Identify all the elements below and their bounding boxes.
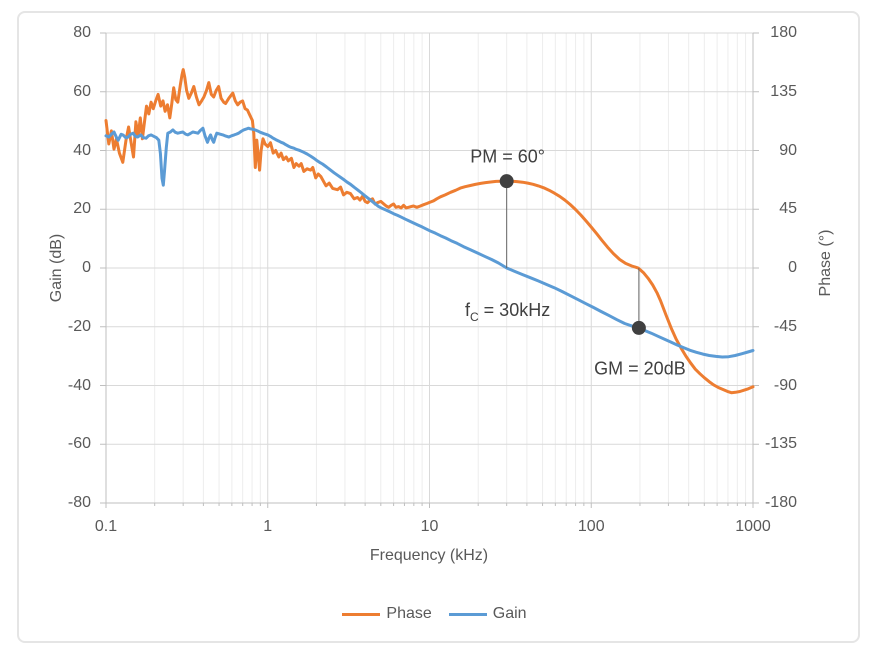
legend-label-phase: Phase	[386, 605, 432, 622]
legend-label-gain: Gain	[492, 605, 527, 622]
phase-margin-point	[499, 174, 514, 189]
gain-curve	[104, 126, 755, 359]
phase-margin-annotation: PM = 60°	[470, 146, 545, 167]
gain-margin-annotation: GM = 20dB	[594, 358, 686, 379]
crossover-frequency-annotation: fC = 30kHz	[465, 300, 550, 324]
fc-annotation-subscript: C	[469, 309, 479, 324]
legend-item-gain: Gain	[448, 605, 527, 623]
gain-margin-point	[631, 320, 646, 335]
phase-curve	[104, 68, 755, 395]
gain-axis-title: Gain (dB)	[48, 233, 65, 303]
legend-item-phase: Phase	[342, 605, 432, 623]
fc-annotation-value: = 30kHz	[478, 300, 551, 321]
gain-line-swatch	[448, 612, 487, 616]
legend: Phase Gain	[0, 605, 869, 623]
phase-axis-title: Phase (°)	[817, 229, 834, 297]
phase-line-swatch	[342, 612, 381, 616]
x-axis-title: Frequency (kHz)	[369, 547, 489, 564]
fc-annotation-prefix: f	[464, 300, 470, 321]
